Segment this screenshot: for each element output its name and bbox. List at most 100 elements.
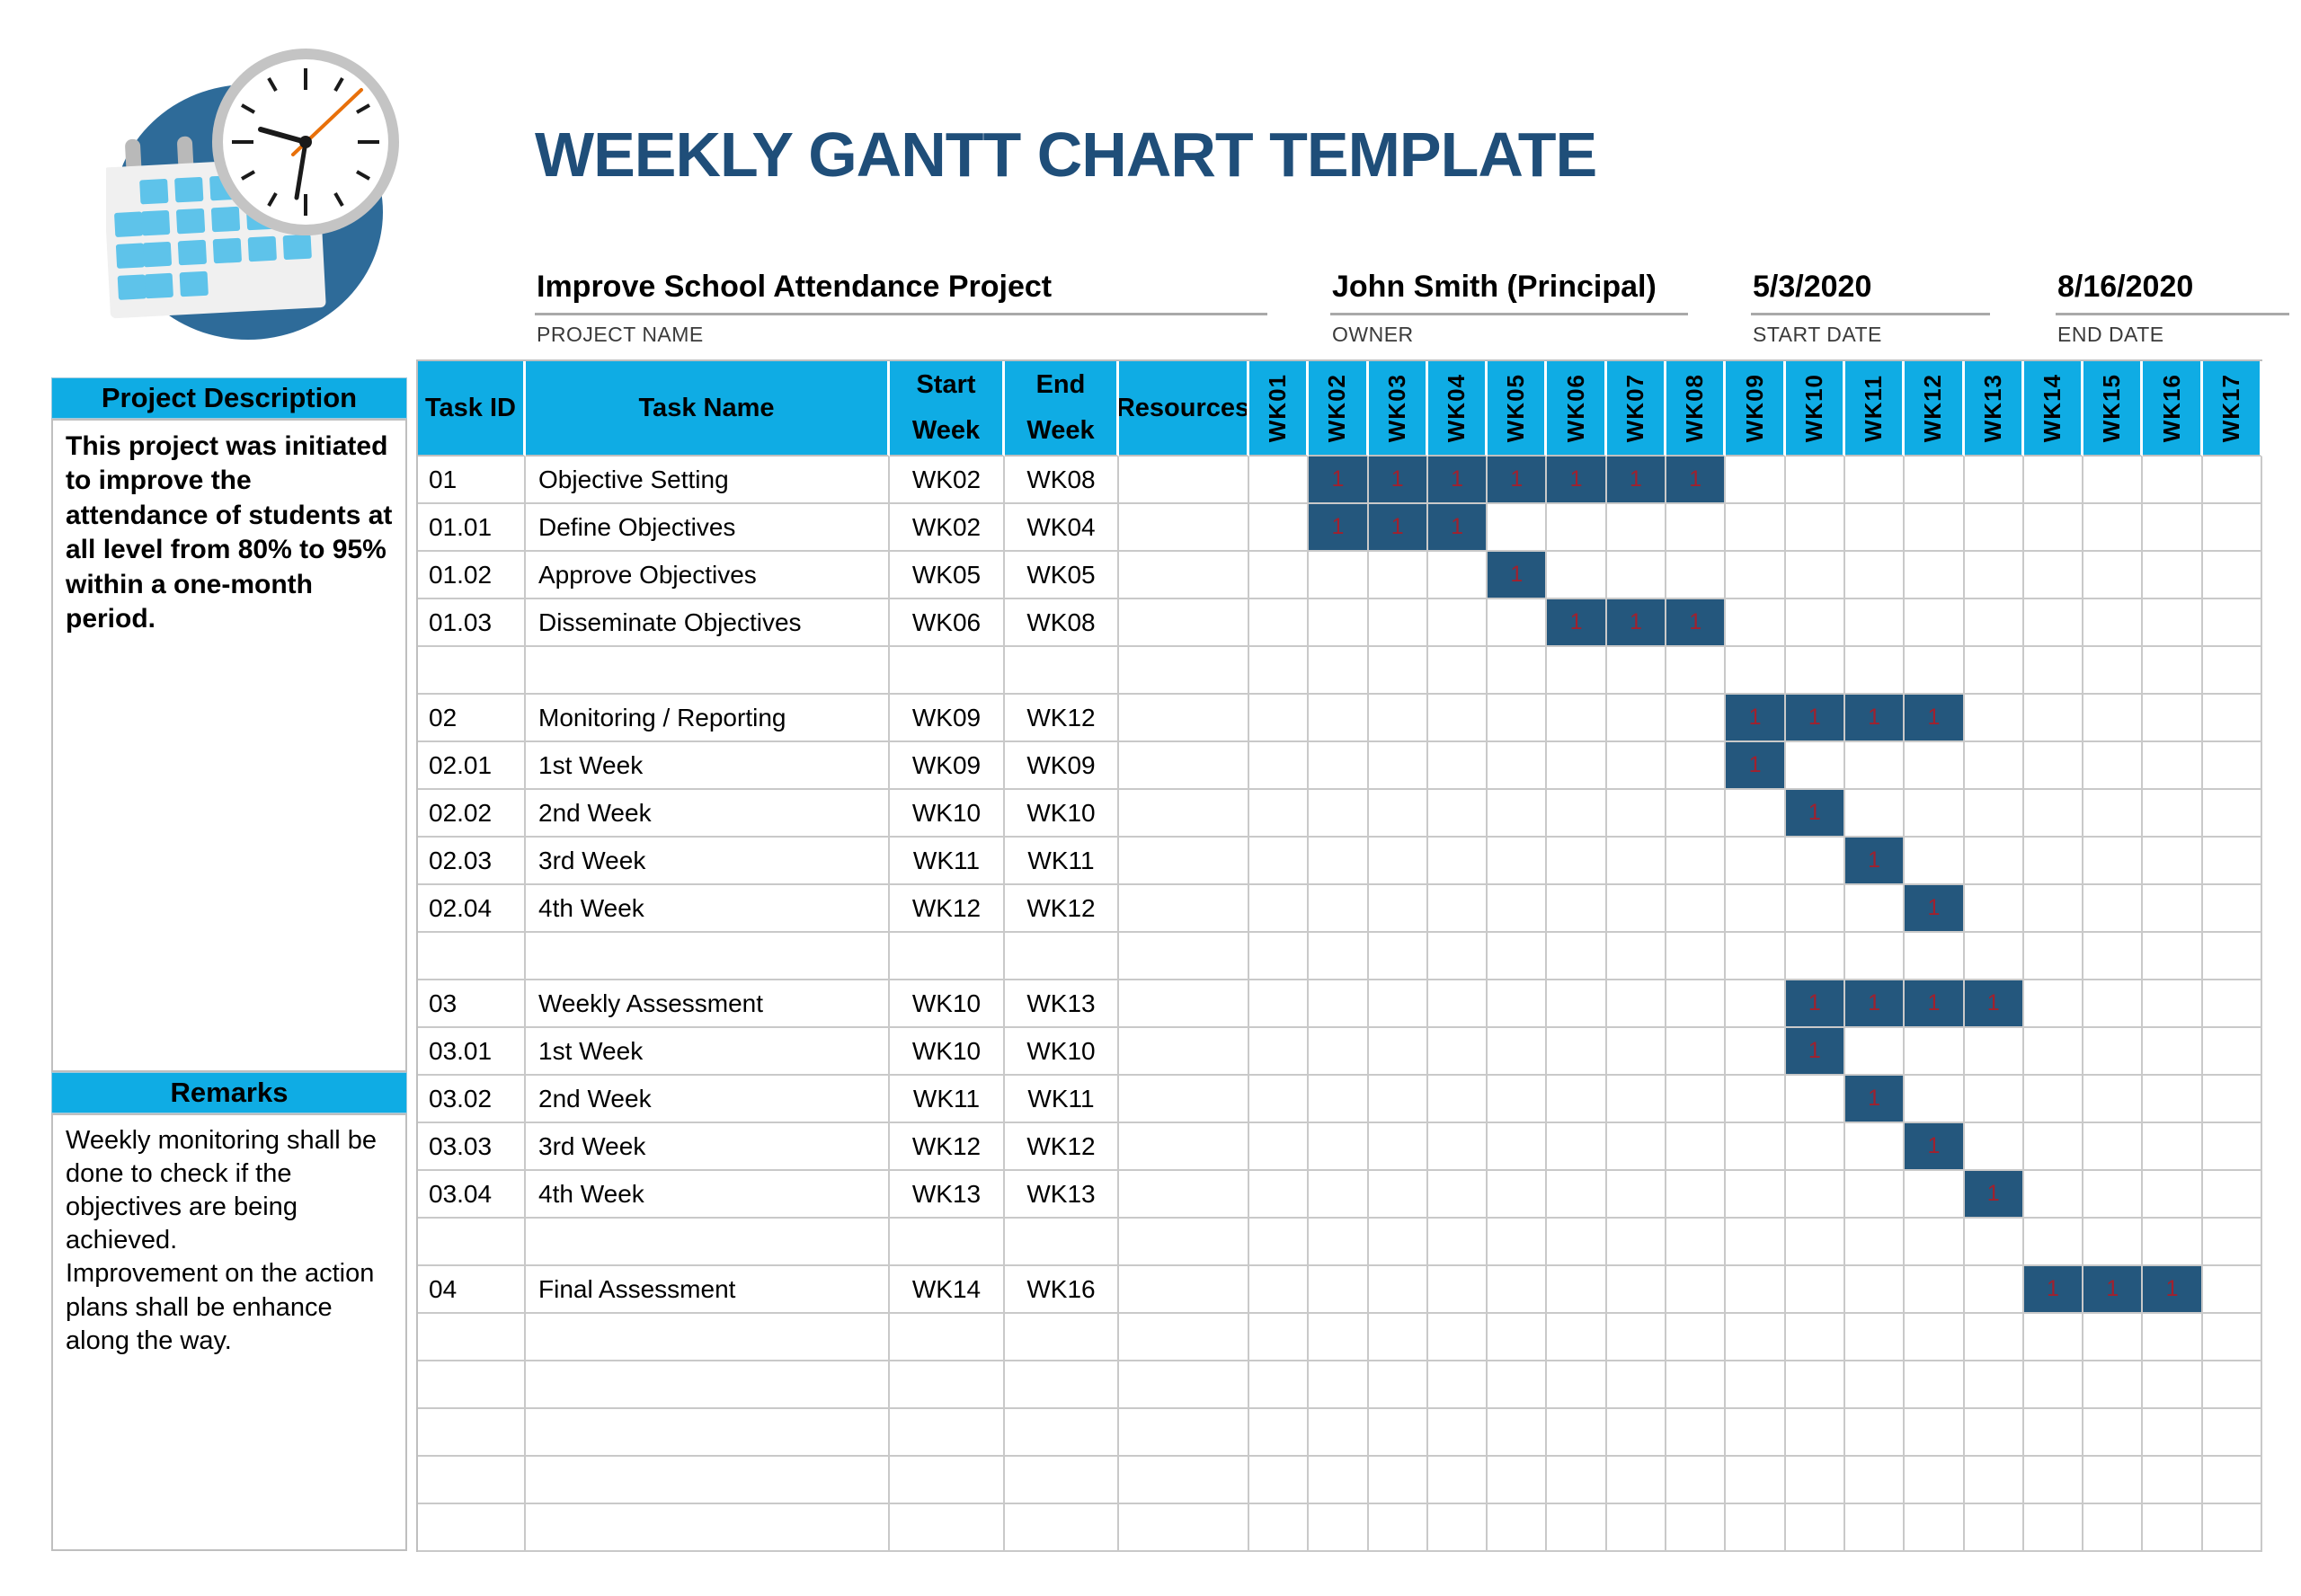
- gantt-empty-cell[interactable]: [1309, 1171, 1369, 1219]
- gantt-empty-cell[interactable]: [2023, 1219, 2084, 1266]
- gantt-empty-cell[interactable]: [2143, 980, 2203, 1028]
- gantt-empty-cell[interactable]: [1368, 1028, 1428, 1076]
- gantt-empty-cell[interactable]: [2023, 790, 2084, 838]
- gantt-empty-cell[interactable]: [1368, 1219, 1428, 1266]
- gantt-empty-cell[interactable]: [1488, 1457, 1548, 1504]
- gantt-bar-cell[interactable]: 1: [2143, 1266, 2203, 1314]
- gantt-empty-cell[interactable]: [1905, 1504, 1965, 1552]
- gantt-empty-cell[interactable]: [1844, 552, 1906, 599]
- end-week-cell[interactable]: WK08: [1005, 457, 1119, 504]
- resources-cell[interactable]: [1119, 885, 1249, 933]
- gantt-empty-cell[interactable]: [1905, 552, 1965, 599]
- gantt-empty-cell[interactable]: [1964, 1219, 2024, 1266]
- gantt-empty-cell[interactable]: [2202, 1314, 2263, 1361]
- gantt-empty-cell[interactable]: [2023, 838, 2084, 885]
- gantt-bar-cell[interactable]: 1: [1547, 599, 1607, 647]
- resources-cell[interactable]: [1119, 1266, 1249, 1314]
- gantt-empty-cell[interactable]: [2083, 838, 2144, 885]
- gantt-empty-cell[interactable]: [2202, 647, 2263, 695]
- task-id-cell[interactable]: 03.04: [418, 1171, 526, 1219]
- start-week-cell[interactable]: WK13: [890, 1171, 1005, 1219]
- gantt-empty-cell[interactable]: [1844, 457, 1906, 504]
- task-name-cell[interactable]: Disseminate Objectives: [526, 599, 890, 647]
- gantt-empty-cell[interactable]: [1488, 1266, 1548, 1314]
- resources-cell[interactable]: [1119, 1076, 1249, 1123]
- gantt-empty-cell[interactable]: [2083, 504, 2144, 552]
- gantt-empty-cell[interactable]: [2023, 933, 2084, 980]
- task-id-cell[interactable]: 03.02: [418, 1076, 526, 1123]
- gantt-empty-cell[interactable]: [1606, 1409, 1667, 1457]
- gantt-empty-cell[interactable]: [1666, 885, 1727, 933]
- gantt-empty-cell[interactable]: [1785, 1457, 1845, 1504]
- start-week-cell[interactable]: [890, 1409, 1005, 1457]
- gantt-empty-cell[interactable]: [1547, 552, 1607, 599]
- gantt-empty-cell[interactable]: [1368, 1504, 1428, 1552]
- gantt-empty-cell[interactable]: [1844, 790, 1906, 838]
- task-id-cell[interactable]: [418, 1219, 526, 1266]
- gantt-empty-cell[interactable]: [1249, 790, 1310, 838]
- gantt-empty-cell[interactable]: [2023, 1171, 2084, 1219]
- gantt-empty-cell[interactable]: [1427, 838, 1488, 885]
- gantt-bar-cell[interactable]: 1: [1785, 695, 1845, 742]
- gantt-empty-cell[interactable]: [1249, 1409, 1310, 1457]
- gantt-empty-cell[interactable]: [1844, 1123, 1906, 1171]
- gantt-bar-cell[interactable]: 1: [1488, 552, 1548, 599]
- gantt-empty-cell[interactable]: [1666, 1123, 1727, 1171]
- gantt-empty-cell[interactable]: [1844, 885, 1906, 933]
- gantt-empty-cell[interactable]: [1427, 1409, 1488, 1457]
- gantt-empty-cell[interactable]: [1427, 552, 1488, 599]
- end-week-cell[interactable]: [1005, 1504, 1119, 1552]
- task-id-cell[interactable]: [418, 1457, 526, 1504]
- gantt-empty-cell[interactable]: [1726, 838, 1786, 885]
- gantt-empty-cell[interactable]: [2143, 1219, 2203, 1266]
- task-name-cell[interactable]: Define Objectives: [526, 504, 890, 552]
- gantt-empty-cell[interactable]: [1785, 1314, 1845, 1361]
- gantt-empty-cell[interactable]: [1905, 504, 1965, 552]
- gantt-empty-cell[interactable]: [1606, 1457, 1667, 1504]
- gantt-empty-cell[interactable]: [1309, 1457, 1369, 1504]
- gantt-empty-cell[interactable]: [1964, 1457, 2024, 1504]
- gantt-bar-cell[interactable]: 1: [2083, 1266, 2144, 1314]
- gantt-bar-cell[interactable]: 1: [1785, 790, 1845, 838]
- gantt-bar-cell[interactable]: 1: [1547, 457, 1607, 504]
- gantt-empty-cell[interactable]: [1249, 1219, 1310, 1266]
- gantt-empty-cell[interactable]: [1726, 599, 1786, 647]
- task-name-cell[interactable]: [526, 1409, 890, 1457]
- gantt-empty-cell[interactable]: [1368, 885, 1428, 933]
- gantt-empty-cell[interactable]: [1606, 1076, 1667, 1123]
- gantt-empty-cell[interactable]: [1488, 1171, 1548, 1219]
- gantt-empty-cell[interactable]: [1785, 504, 1845, 552]
- end-week-cell[interactable]: [1005, 647, 1119, 695]
- gantt-empty-cell[interactable]: [1964, 457, 2024, 504]
- gantt-empty-cell[interactable]: [1547, 647, 1607, 695]
- gantt-empty-cell[interactable]: [2023, 457, 2084, 504]
- gantt-empty-cell[interactable]: [2202, 552, 2263, 599]
- task-id-cell[interactable]: [418, 933, 526, 980]
- gantt-empty-cell[interactable]: [1726, 933, 1786, 980]
- end-week-cell[interactable]: WK10: [1005, 1028, 1119, 1076]
- start-week-cell[interactable]: [890, 1314, 1005, 1361]
- task-name-cell[interactable]: Approve Objectives: [526, 552, 890, 599]
- gantt-empty-cell[interactable]: [1726, 647, 1786, 695]
- start-week-cell[interactable]: WK02: [890, 457, 1005, 504]
- gantt-empty-cell[interactable]: [1905, 1266, 1965, 1314]
- gantt-empty-cell[interactable]: [1427, 1171, 1488, 1219]
- resources-cell[interactable]: [1119, 1409, 1249, 1457]
- start-week-cell[interactable]: [890, 1457, 1005, 1504]
- gantt-empty-cell[interactable]: [2023, 599, 2084, 647]
- gantt-empty-cell[interactable]: [2143, 599, 2203, 647]
- gantt-empty-cell[interactable]: [1964, 1266, 2024, 1314]
- gantt-empty-cell[interactable]: [2083, 933, 2144, 980]
- gantt-empty-cell[interactable]: [1666, 1219, 1727, 1266]
- gantt-empty-cell[interactable]: [2202, 1219, 2263, 1266]
- gantt-empty-cell[interactable]: [1249, 885, 1310, 933]
- gantt-empty-cell[interactable]: [1309, 933, 1369, 980]
- gantt-empty-cell[interactable]: [1309, 790, 1369, 838]
- gantt-empty-cell[interactable]: [1964, 504, 2024, 552]
- gantt-empty-cell[interactable]: [1844, 1219, 1906, 1266]
- start-week-cell[interactable]: WK10: [890, 980, 1005, 1028]
- gantt-empty-cell[interactable]: [1309, 885, 1369, 933]
- start-week-cell[interactable]: WK05: [890, 552, 1005, 599]
- project-description-body[interactable]: This project was initiated to improve th…: [51, 419, 407, 1072]
- gantt-empty-cell[interactable]: [1249, 1028, 1310, 1076]
